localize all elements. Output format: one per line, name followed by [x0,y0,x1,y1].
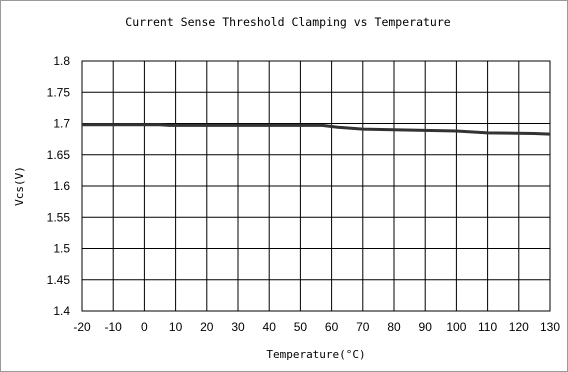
x-tick-label: -10 [105,320,123,334]
y-tick-label: 1.55 [47,210,71,224]
y-tick-label: 1.7 [53,117,70,131]
y-tick-label: 1.8 [53,54,70,68]
y-tick-label: 1.45 [47,273,71,287]
x-tick-label: 80 [387,320,401,334]
x-tick-label: 120 [509,320,529,334]
x-tick-label: 30 [231,320,245,334]
x-tick-label: 20 [200,320,214,334]
x-tick-label: 110 [478,320,497,334]
x-tick-label: 60 [325,320,339,334]
y-tick-label: 1.5 [53,242,70,256]
x-tick-label: 100 [446,320,466,334]
plot-area-border [81,60,551,312]
y-tick-label: 1.65 [47,148,71,162]
x-tick-label: 10 [169,320,183,334]
chart-title: Current Sense Threshold Clamping vs Temp… [125,15,450,29]
series-layer [82,123,551,136]
x-tick-label: 50 [294,320,308,334]
x-tick-label: 70 [356,320,370,334]
x-tick-label: 130 [540,320,560,334]
x-tick-label: 90 [419,320,433,334]
y-tick-label: 1.6 [53,179,70,193]
x-tick-label: 0 [141,320,148,334]
x-tick-label: -20 [73,320,91,334]
y-axis-label: Vcs(V) [13,166,26,206]
grid [81,60,551,312]
series-line [82,123,551,136]
x-axis-label: Temperature(°C) [266,348,365,361]
y-tick-label: 1.4 [53,304,70,318]
y-tick-label: 1.75 [47,85,71,99]
x-tick-label: 40 [263,320,277,334]
y-axis-ticks: 1.8 1.75 1.7 1.65 1.6 1.55 1.5 1.45 1.4 [47,54,71,318]
x-axis-ticks: -20 -10 0 10 20 30 40 50 60 70 80 90 100 110 120 130 [73,320,560,334]
